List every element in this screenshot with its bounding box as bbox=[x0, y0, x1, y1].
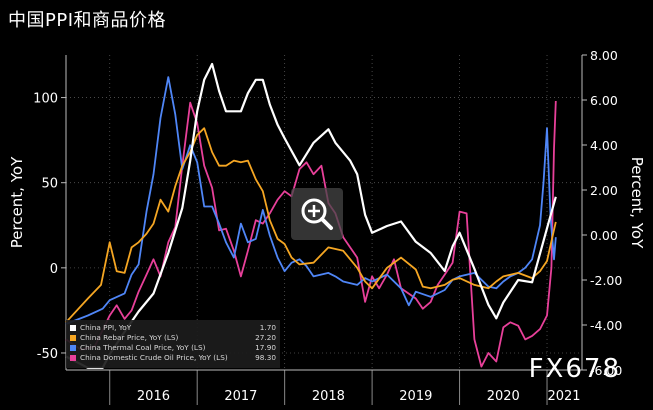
watermark-text: FX678 bbox=[528, 354, 621, 384]
series-group bbox=[65, 62, 557, 369]
legend-item-crude: China Domestic Crude Oil Price, YoY (LS)… bbox=[70, 353, 276, 363]
legend-swatch-coal bbox=[70, 345, 76, 351]
x-tick-label: 2019 bbox=[399, 389, 432, 404]
y-tick-label-right: 8.00 bbox=[590, 48, 618, 63]
legend-swatch-crude bbox=[70, 355, 76, 361]
legend: China PPI, YoY 1.70 China Rebar Price, Y… bbox=[66, 320, 280, 368]
zoom-in-magnifier-icon[interactable] bbox=[291, 188, 343, 240]
legend-swatch-ppi bbox=[70, 325, 76, 331]
y-tick-label-left: 0 bbox=[50, 262, 58, 277]
legend-value: 98.30 bbox=[255, 353, 276, 362]
series-line-crude bbox=[65, 100, 557, 368]
legend-value: 17.90 bbox=[255, 343, 276, 352]
legend-value: 1.70 bbox=[259, 323, 276, 332]
y-tick-label-right: -6.00 bbox=[590, 363, 622, 378]
series-line-coal bbox=[65, 76, 557, 325]
y-tick-label-left: 50 bbox=[41, 177, 58, 192]
legend-label: China PPI, YoY bbox=[80, 323, 132, 332]
legend-value: 27.20 bbox=[255, 333, 276, 342]
axes: -50 0 50 100 -6.00 -4.00 -2.00 0.00 2.00 4.00 6.00… bbox=[8, 48, 646, 405]
y-tick-label-left: -50 bbox=[37, 347, 58, 362]
legend-item-ppi: China PPI, YoY 1.70 bbox=[70, 323, 276, 333]
y-tick-label-right: 6.00 bbox=[590, 93, 618, 108]
y-axis-title-right: Percent, YoY bbox=[628, 157, 646, 249]
legend-item-rebar: China Rebar Price, YoY (LS) 27.20 bbox=[70, 333, 276, 343]
x-tick-label: 2021 bbox=[547, 389, 580, 404]
legend-label: China Rebar Price, YoY (LS) bbox=[80, 333, 179, 342]
y-tick-label-right: 2.00 bbox=[590, 183, 618, 198]
x-tick-label: 2017 bbox=[224, 389, 257, 404]
y-tick-label-right: 4.00 bbox=[590, 138, 618, 153]
legend-swatch-rebar bbox=[70, 335, 76, 341]
x-tick-label: 2018 bbox=[312, 389, 345, 404]
legend-item-coal: China Thermal Coal Price, YoY (LS) 17.90 bbox=[70, 343, 276, 353]
series-line-ppi bbox=[65, 62, 557, 369]
legend-label: China Thermal Coal Price, YoY (LS) bbox=[80, 343, 206, 352]
y-tick-label-right: -2.00 bbox=[590, 273, 622, 288]
chart-title: 中国PPI和商品价格 bbox=[8, 10, 167, 31]
series-line-rebar bbox=[65, 127, 557, 323]
y-axis-title-left: Percent, YoY bbox=[8, 156, 26, 248]
y-tick-label-right: 0.00 bbox=[590, 228, 618, 243]
y-tick-label-right: -4.00 bbox=[590, 318, 622, 333]
y-tick-label-left: 100 bbox=[33, 92, 58, 107]
x-tick-label: 2020 bbox=[487, 389, 520, 404]
x-tick-label: 2016 bbox=[137, 389, 170, 404]
legend-label: China Domestic Crude Oil Price, YoY (LS) bbox=[80, 353, 228, 362]
